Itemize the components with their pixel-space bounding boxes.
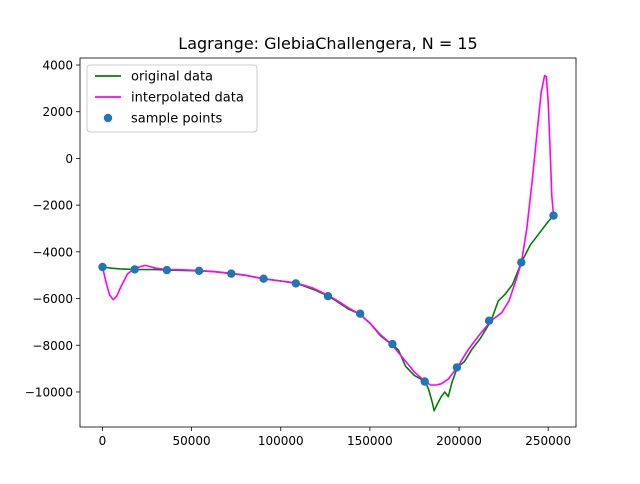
legend-box (86, 64, 258, 133)
plot-area (79, 57, 577, 428)
legend-swatch (103, 113, 113, 123)
sample-point (98, 262, 107, 272)
y-tick-label: −8000 (32, 339, 73, 353)
y-tick-label: −4000 (32, 245, 73, 259)
y-tick-label: −2000 (32, 199, 73, 213)
sample-point (549, 211, 558, 220)
y-tick-label: 4000 (42, 59, 73, 73)
sample-point (194, 266, 204, 275)
legend-label: sample points (131, 112, 223, 127)
y-axis: 4000 2000 0 −2000 −4000 −6000 −8000 −10000 (25, 59, 80, 399)
legend-label: interpolated data (131, 91, 244, 106)
sample-point (484, 316, 494, 325)
sample-point (517, 258, 526, 267)
sample-point (259, 274, 268, 283)
sample-point (130, 265, 139, 274)
sample-point (162, 265, 172, 275)
y-tick-label: −10000 (25, 385, 73, 399)
y-tick-label: −6000 (32, 292, 73, 306)
sample-point (291, 279, 300, 288)
sample-point (227, 269, 236, 278)
sample-point (452, 363, 462, 372)
chart-title: Lagrange: GlebiaChallengera, N = 15 (178, 34, 477, 53)
x-tick-label: 150000 (347, 434, 393, 448)
sample-point (420, 377, 429, 386)
y-tick-label: 2000 (42, 105, 73, 119)
series-line-interpolated-data (101, 74, 555, 386)
sample-point (323, 292, 333, 301)
x-tick-label: 50000 (173, 434, 211, 448)
axes-frame (79, 57, 577, 428)
x-tick-label: 0 (99, 434, 107, 448)
x-axis: 0 50000 100000 150000 200000 250000 (99, 427, 571, 448)
x-tick-label: 250000 (525, 434, 571, 448)
y-tick-label: 0 (65, 152, 73, 166)
legend: original data interpolated data sample poi… (86, 64, 258, 133)
legend-label: original data (131, 70, 213, 85)
x-tick-label: 200000 (436, 434, 482, 448)
sample-point (388, 339, 397, 349)
x-tick-label: 100000 (258, 434, 304, 448)
sample-point (356, 309, 365, 318)
